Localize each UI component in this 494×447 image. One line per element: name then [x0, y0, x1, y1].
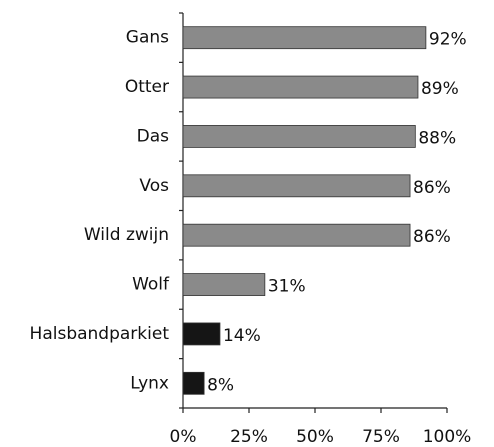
bar: [182, 273, 266, 296]
y-tick-label: Wolf: [132, 275, 170, 295]
x-tick-label: 0%: [170, 427, 197, 447]
bar: [182, 371, 205, 395]
bar: [182, 26, 427, 50]
bar: [182, 223, 411, 247]
x-tick-label: 100%: [423, 427, 472, 447]
value-label: 89%: [421, 79, 459, 99]
y-tick-label: Lynx: [130, 373, 169, 393]
value-label: 88%: [418, 128, 456, 148]
y-tick-label: Otter: [125, 77, 169, 97]
x-tick-label: 75%: [362, 427, 400, 447]
bar: [182, 75, 419, 99]
y-tick-label: Das: [137, 126, 170, 146]
value-label: 86%: [413, 227, 451, 247]
y-tick-label: Vos: [139, 176, 169, 196]
y-tick-label: Wild zwijn: [84, 225, 169, 245]
bar: [182, 125, 416, 148]
value-label: 14%: [223, 326, 261, 346]
value-label: 8%: [207, 375, 234, 395]
bar: [182, 322, 221, 346]
y-tick-label: Halsbandparkiet: [30, 324, 170, 344]
x-tick-label: 25%: [230, 427, 268, 447]
bar: [182, 174, 411, 198]
value-label: 92%: [429, 30, 467, 50]
x-tick-label: 50%: [296, 427, 334, 447]
y-tick-label: Gans: [126, 28, 169, 48]
value-label: 86%: [413, 178, 451, 198]
value-label: 31%: [268, 277, 306, 297]
